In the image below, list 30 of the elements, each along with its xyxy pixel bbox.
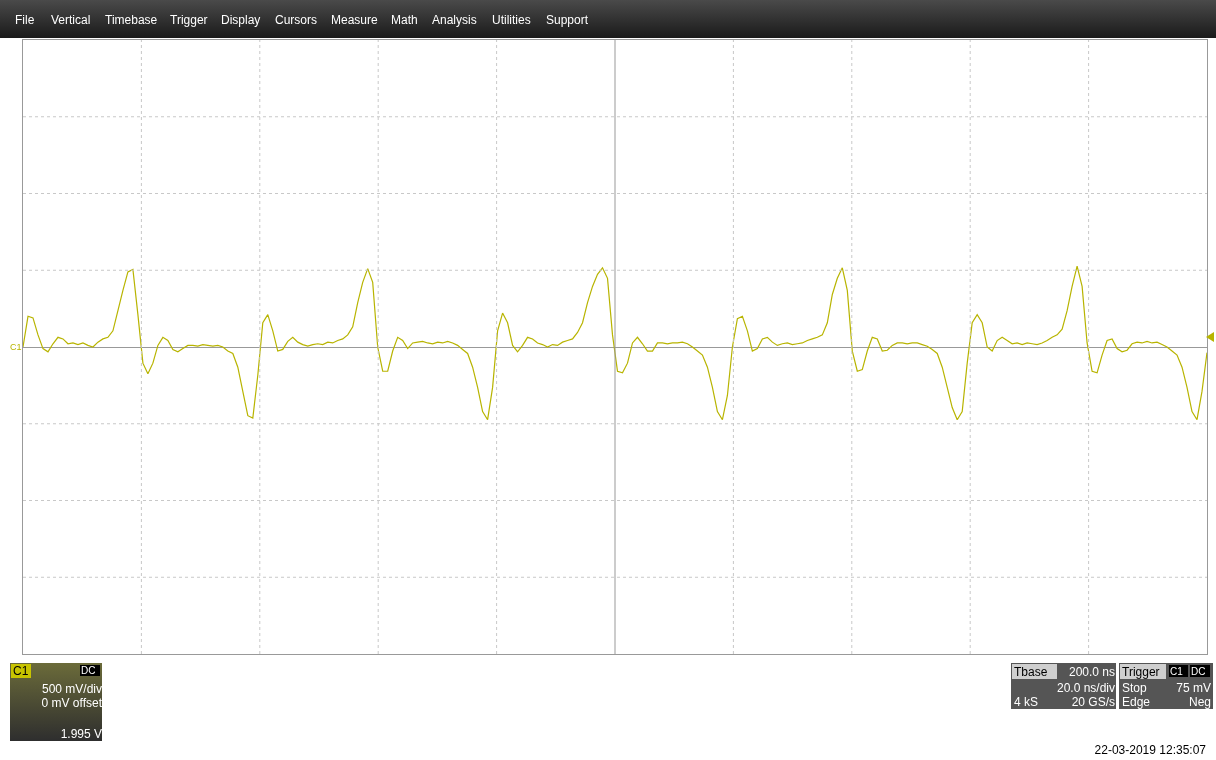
text: Cursors xyxy=(275,13,318,27)
text: Trigger xyxy=(1122,665,1160,679)
text: Edge xyxy=(1122,695,1151,709)
text: 200.0 ns xyxy=(1067,665,1115,679)
text: 0 mV offset xyxy=(40,696,102,710)
text: Neg xyxy=(1188,695,1211,709)
text: 75 mV xyxy=(1175,681,1211,695)
text: Trigger xyxy=(170,13,208,27)
text: DC xyxy=(1191,665,1206,679)
text: 500 mV/div xyxy=(40,682,102,696)
text: Analysis xyxy=(432,13,477,27)
text: Tbase xyxy=(1014,665,1048,679)
text: 22-03-2019 12:35:07 xyxy=(1093,743,1206,757)
text: Support xyxy=(546,13,589,27)
text: 4 kS xyxy=(1014,695,1039,709)
text: C1 xyxy=(1170,665,1183,679)
text: Display xyxy=(221,13,261,27)
text: 20 GS/s xyxy=(1070,695,1115,709)
text: C1 xyxy=(13,664,29,678)
text: DC xyxy=(81,664,96,678)
text: Stop xyxy=(1122,681,1147,695)
text: Measure xyxy=(331,13,378,27)
text: Utilities xyxy=(492,13,531,27)
text: 1.995 V xyxy=(59,727,102,741)
text: C1 xyxy=(10,341,22,354)
text: Vertical xyxy=(51,13,91,27)
text: Timebase xyxy=(105,13,158,27)
text: File xyxy=(15,13,35,27)
text: Math xyxy=(391,13,418,27)
text: 20.0 ns/div xyxy=(1055,681,1115,695)
